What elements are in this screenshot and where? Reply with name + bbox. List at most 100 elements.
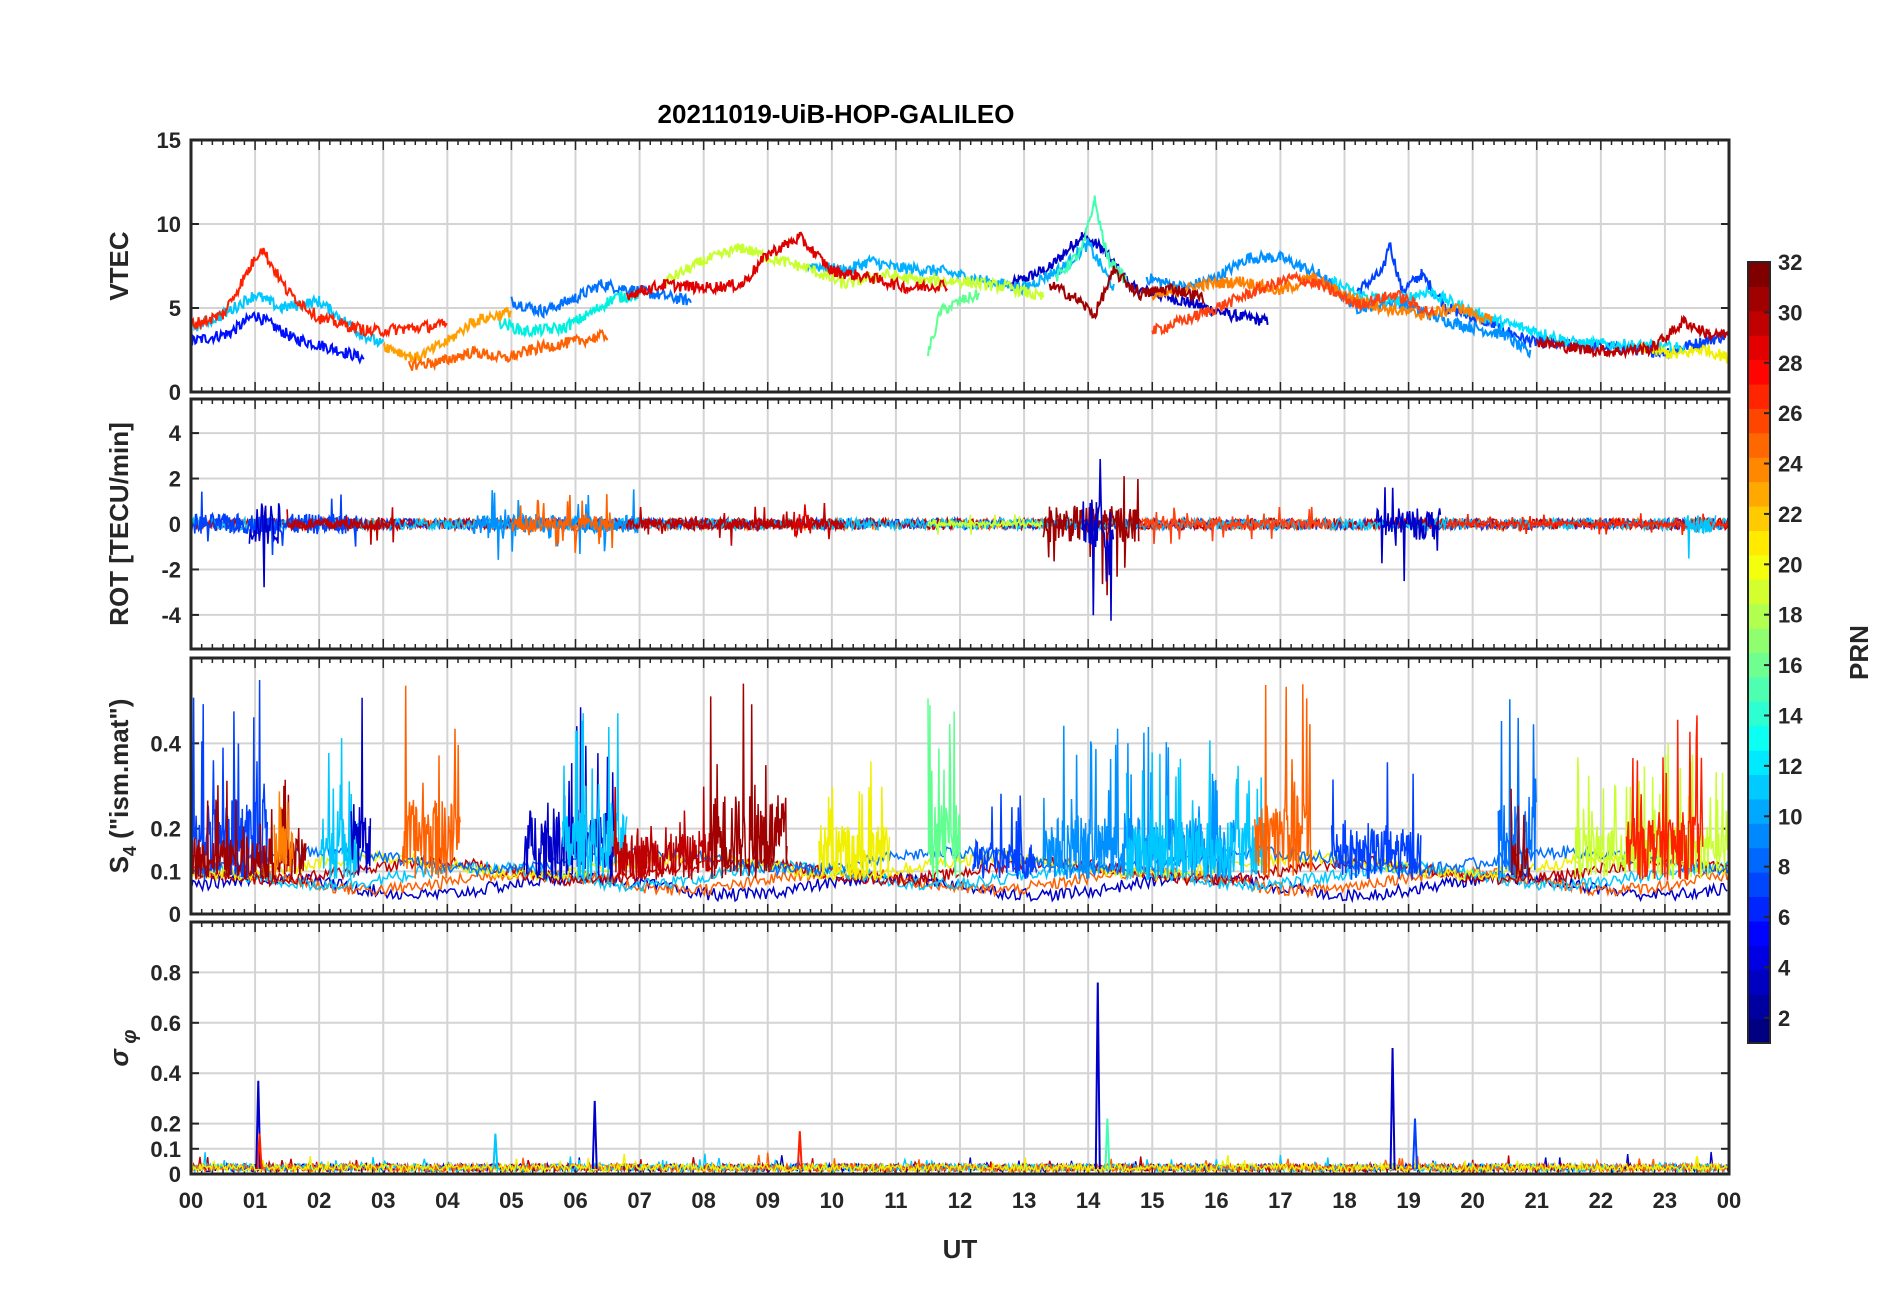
x-tick-label: 09 [756, 1188, 780, 1213]
panel-sigma_phi: 00.10.2 0.4 0.6 0.8 σ φ [104, 920, 1731, 1187]
vtec-series-prn-16 [927, 289, 981, 357]
sigma-spike [591, 1100, 598, 1169]
vtec-series-prn-10 [805, 238, 1115, 297]
y-tick-label: 4 [169, 421, 182, 446]
vtec-series-prn-26 [1151, 270, 1436, 336]
x-tick-label: 15 [1140, 1188, 1164, 1213]
x-tick-label: 10 [820, 1188, 844, 1213]
vtec-series-prn-27 [191, 247, 448, 338]
colorbar-swatch [1748, 286, 1770, 312]
y-tick-label: 0.4 [150, 1061, 181, 1086]
colorbar-tick-label: 10 [1778, 804, 1802, 829]
x-tick-label: 03 [371, 1188, 395, 1213]
rot-activity [248, 503, 281, 588]
colorbar-swatch [1748, 408, 1770, 434]
panel-frame [189, 656, 1731, 916]
sigma-spike [1693, 1156, 1700, 1170]
x-tick-label: 08 [691, 1188, 715, 1213]
x-tick-label: 06 [563, 1188, 587, 1213]
vtec-series-prn-19 [664, 243, 1045, 300]
s4-activity [818, 761, 891, 881]
sigma-baseline [191, 1153, 1729, 1174]
sigma-spike [1389, 1047, 1396, 1169]
rot-activity [191, 491, 358, 556]
x-tick-label: 13 [1012, 1188, 1036, 1213]
colorbar-tick-label: 18 [1778, 603, 1802, 628]
colorbar-swatch [1748, 676, 1770, 702]
rot-activity [1138, 506, 1332, 544]
colorbar-swatch [1748, 310, 1770, 336]
colorbar-tick-label: 8 [1778, 855, 1790, 880]
s4-activity [191, 779, 307, 880]
colorbar-swatch [1748, 603, 1770, 629]
colorbar-swatch [1748, 945, 1770, 971]
colorbar-swatch [1748, 652, 1770, 678]
colorbar-swatch [1748, 823, 1770, 849]
x-tick-label: 16 [1204, 1188, 1228, 1213]
rot-activity [927, 514, 1044, 535]
s4-activity [613, 786, 711, 880]
chart-title: 20211019-UiB-HOP-GALILEO [658, 99, 1015, 129]
y-tick-label: -2 [161, 557, 181, 582]
colorbar-tick-label: 16 [1778, 653, 1802, 678]
y-tick-label: 0.8 [150, 960, 181, 985]
rot-baseline-noise [191, 515, 1729, 533]
x-tick-label: 01 [243, 1188, 267, 1213]
y-tick-label: 0 [169, 902, 181, 927]
colorbar-swatch [1748, 750, 1770, 776]
colorbar-tick-label: 12 [1778, 754, 1802, 779]
colorbar-swatch [1748, 506, 1770, 531]
x-tick-label: 20 [1460, 1188, 1484, 1213]
x-tick-label: 18 [1332, 1188, 1356, 1213]
y-tick-label: 0.4 [150, 731, 181, 756]
rot-activity [1081, 458, 1115, 621]
sigma-spike [1104, 1118, 1111, 1169]
x-tick-label: 12 [948, 1188, 972, 1213]
colorbar-frame [1747, 261, 1771, 1044]
vtec-series-prn-31 [1048, 265, 1205, 320]
vtec-series-prn-4 [191, 311, 365, 365]
x-tick-label: 21 [1525, 1188, 1549, 1213]
y-tick-label: 10 [157, 212, 181, 237]
panel-s4: 0 0.1 0.2 0.4 S4 ("ism.mat") [104, 656, 1731, 927]
y-tick-label: 0.1 [150, 859, 181, 884]
x-tick-label: 14 [1076, 1188, 1101, 1213]
colorbar-label: PRN [1844, 625, 1874, 680]
y-tick-label: 0 [169, 380, 181, 405]
sigma-spike [1094, 982, 1101, 1169]
s4-activity [318, 738, 359, 880]
x-tick-label: 17 [1268, 1188, 1292, 1213]
rot-activity [510, 494, 615, 553]
colorbar-swatch [1748, 359, 1770, 385]
colorbar-swatch [1748, 554, 1770, 580]
panel-rot: -4 -2 0 2 4 ROT [TECU/min] [104, 397, 1731, 651]
colorbar-swatch [1748, 432, 1770, 458]
colorbar-swatch [1748, 798, 1770, 824]
colorbar-tick-label: 14 [1778, 703, 1803, 728]
colorbar-swatch [1748, 335, 1770, 361]
vtec-series-prn-30 [1535, 314, 1729, 360]
sigma-spike [492, 1133, 499, 1170]
colorbar-tick-label: 22 [1778, 502, 1802, 527]
colorbar-swatch [1748, 384, 1770, 409]
s4-activity [1330, 762, 1422, 880]
colorbar-swatch [1748, 920, 1770, 946]
panel-data [191, 458, 1729, 621]
s4-activity [401, 685, 461, 879]
s4-activity [273, 791, 294, 876]
colorbar-swatch [1748, 579, 1770, 605]
colorbar-swatch [1748, 530, 1770, 556]
rot-activity [1683, 515, 1717, 559]
colorbar-swatch [1748, 1018, 1770, 1044]
s4-activity [1510, 788, 1531, 880]
colorbar-tick-label: 30 [1778, 300, 1802, 325]
s4-activity [1125, 740, 1268, 882]
s4-activity [191, 679, 269, 880]
panel-frame [189, 138, 1731, 394]
s4-activity [1625, 715, 1704, 881]
panel-vtec: 0 5 10 15 VTEC [104, 128, 1731, 405]
colorbar-swatch [1748, 847, 1770, 873]
panel-data [191, 982, 1729, 1174]
vtec-series-prn-23 [382, 306, 512, 364]
